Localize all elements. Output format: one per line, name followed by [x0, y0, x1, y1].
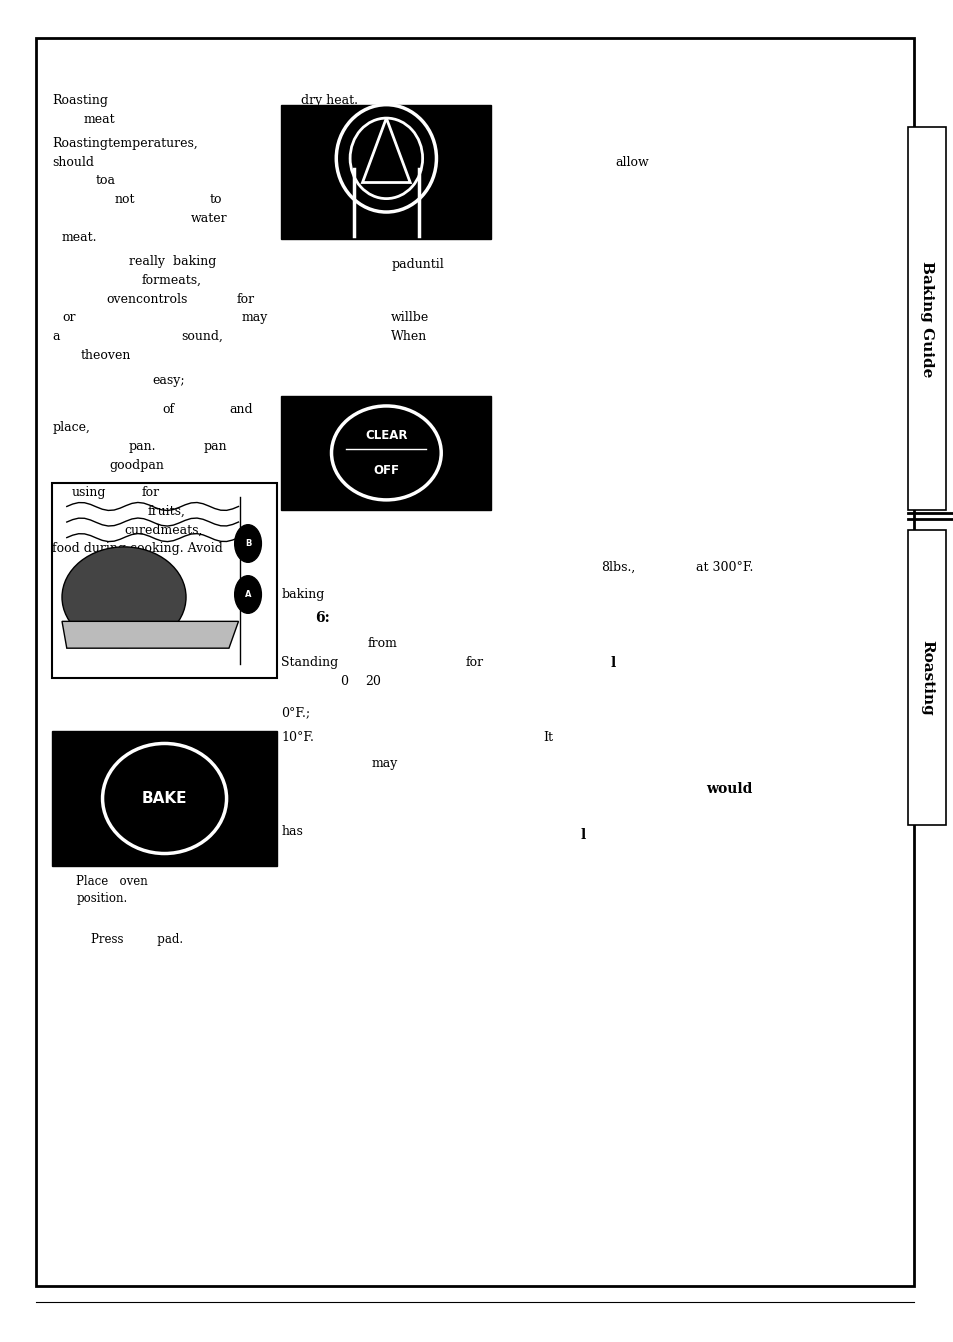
Text: to: to — [210, 193, 222, 207]
Circle shape — [234, 576, 261, 613]
Text: theoven: theoven — [81, 349, 132, 362]
Text: A: A — [245, 590, 251, 599]
Text: 20: 20 — [365, 675, 381, 688]
Text: BAKE: BAKE — [142, 790, 187, 807]
Text: 0: 0 — [340, 675, 348, 688]
Text: for: for — [141, 486, 159, 499]
Text: at 300°F.: at 300°F. — [696, 561, 753, 574]
Text: has: has — [281, 825, 303, 839]
Text: Baking Guide: Baking Guide — [920, 262, 933, 377]
Text: Place   oven: Place oven — [76, 875, 148, 888]
Text: for: for — [236, 293, 254, 306]
Text: really  baking: really baking — [129, 255, 216, 268]
Text: of: of — [162, 403, 174, 416]
Text: can: can — [300, 113, 323, 126]
Text: paduntil: paduntil — [391, 258, 443, 271]
Ellipse shape — [62, 548, 186, 648]
Text: CLEAR: CLEAR — [365, 429, 407, 442]
Text: not: not — [114, 193, 134, 207]
Text: food during cooking. Avoid: food during cooking. Avoid — [52, 542, 223, 556]
Text: Roasting: Roasting — [52, 94, 109, 107]
FancyBboxPatch shape — [281, 105, 491, 239]
Text: from: from — [367, 637, 396, 651]
Text: pan.: pan. — [129, 440, 156, 454]
Text: Press         pad.: Press pad. — [91, 933, 183, 946]
Text: fruits,: fruits, — [148, 505, 186, 518]
Text: 8lbs.,: 8lbs., — [600, 561, 635, 574]
Text: ovencontrols: ovencontrols — [107, 293, 188, 306]
Text: meat.: meat. — [62, 231, 97, 244]
Text: 6:: 6: — [314, 611, 329, 624]
FancyBboxPatch shape — [281, 396, 491, 510]
Text: It: It — [543, 731, 553, 745]
Text: for: for — [465, 656, 483, 670]
FancyBboxPatch shape — [907, 127, 945, 510]
Text: l: l — [579, 828, 585, 841]
Text: pan: pan — [203, 440, 227, 454]
FancyBboxPatch shape — [52, 731, 276, 866]
Polygon shape — [62, 621, 238, 648]
Text: or: or — [62, 311, 75, 325]
Text: toa: toa — [95, 174, 115, 188]
Text: B: B — [245, 539, 251, 548]
Text: willbe: willbe — [391, 311, 429, 325]
Text: formeats,: formeats, — [141, 274, 201, 287]
Text: meat: meat — [84, 113, 115, 126]
Circle shape — [234, 525, 261, 562]
Text: l: l — [610, 656, 616, 670]
Text: may: may — [241, 311, 268, 325]
Text: would: would — [705, 782, 752, 796]
Text: should: should — [52, 156, 94, 169]
Text: curedmeats,: curedmeats, — [124, 523, 202, 537]
Text: and: and — [229, 403, 253, 416]
Text: baking: baking — [281, 588, 324, 601]
Text: may: may — [372, 757, 398, 770]
Text: goodpan: goodpan — [110, 459, 165, 472]
Text: Roastingtemperatures,: Roastingtemperatures, — [52, 137, 198, 150]
Text: Roasting: Roasting — [920, 640, 933, 715]
FancyBboxPatch shape — [52, 483, 276, 678]
Text: sound,: sound, — [181, 330, 223, 344]
Text: water: water — [191, 212, 227, 225]
FancyBboxPatch shape — [907, 530, 945, 825]
Text: position.: position. — [76, 892, 128, 906]
Text: a: a — [52, 330, 60, 344]
Text: When: When — [391, 330, 427, 344]
Text: materials: materials — [112, 561, 172, 574]
Text: 0°F.;: 0°F.; — [281, 706, 311, 719]
Text: allow: allow — [615, 156, 648, 169]
Text: 10°F.: 10°F. — [281, 731, 314, 745]
Text: easy;: easy; — [152, 374, 185, 388]
Text: Standing: Standing — [281, 656, 338, 670]
Text: OFF: OFF — [373, 464, 399, 476]
Text: place,: place, — [52, 421, 91, 435]
Text: using: using — [71, 486, 106, 499]
Text: dry heat.: dry heat. — [300, 94, 357, 107]
Text: padand: padand — [281, 403, 329, 416]
